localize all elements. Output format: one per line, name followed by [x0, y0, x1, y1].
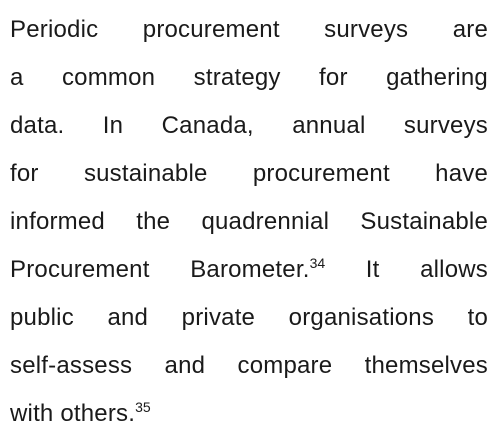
text: public and private organisations to	[10, 304, 488, 331]
text-line: data. In Canada, annual surveys	[10, 102, 488, 150]
text: with others.	[10, 400, 136, 427]
text: for sustainable procurement have	[10, 160, 488, 187]
text: a common strategy for gathering	[10, 64, 488, 91]
text: It allows	[325, 256, 488, 283]
text: self-assess and compare themselves	[10, 352, 488, 379]
text-line: Periodic procurement surveys are	[10, 6, 488, 54]
text-line: a common strategy for gathering	[10, 54, 488, 102]
text-line: Procurement Barometer.34 It allows	[10, 246, 488, 294]
footnote-ref: 34	[309, 255, 326, 271]
text-line: informed the quadrennial Sustainable	[10, 198, 488, 246]
paragraph: Periodic procurement surveys are a common…	[10, 6, 488, 438]
text: Procurement Barometer.	[10, 256, 310, 283]
text: Periodic procurement surveys are	[10, 16, 488, 43]
text: data. In Canada, annual surveys	[10, 112, 488, 139]
footnote-ref: 35	[135, 399, 151, 415]
text-line: self-assess and compare themselves	[10, 342, 488, 390]
text: informed the quadrennial Sustainable	[10, 208, 488, 235]
text-line: with others.35	[10, 390, 488, 438]
text-line: public and private organisations to	[10, 294, 488, 342]
text-line: for sustainable procurement have	[10, 150, 488, 198]
